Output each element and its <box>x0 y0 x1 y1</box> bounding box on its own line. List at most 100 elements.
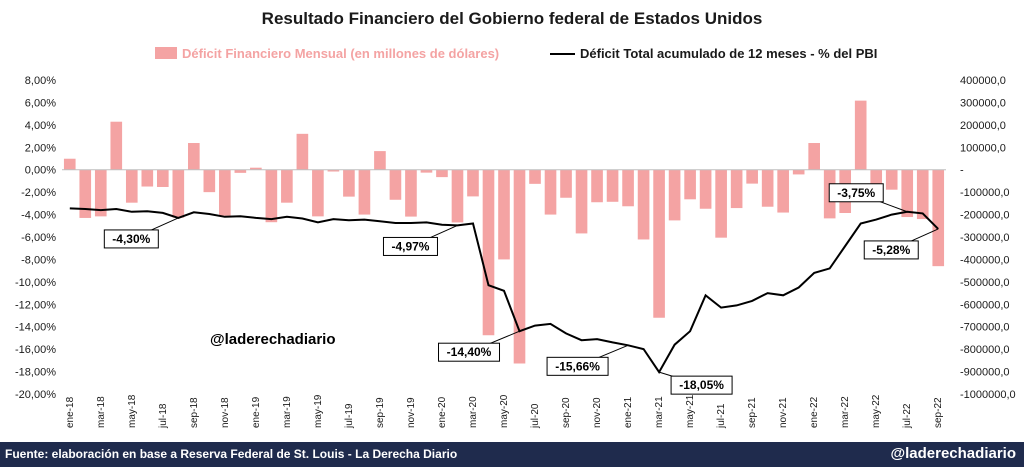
x-tick-label: ene-18 <box>65 396 76 428</box>
bar <box>606 169 619 202</box>
chart-title: Resultado Financiero del Gobierno federa… <box>262 9 763 28</box>
bar <box>529 169 541 184</box>
y-left-tick-label: -20,00% <box>15 389 56 401</box>
annotation-label: -4,30% <box>112 232 150 246</box>
y-right-tick-label: -600000,0 <box>960 299 1010 311</box>
bar <box>327 169 340 172</box>
y-right-tick-label: 400000,0 <box>960 75 1006 87</box>
annotation-label: -15,66% <box>555 359 600 373</box>
y-left-tick-label: -16,00% <box>15 344 56 356</box>
y-right-tick-label: -300000,0 <box>960 232 1010 244</box>
y-left-tick-label: -14,00% <box>15 322 56 334</box>
x-tick-label: mar-22 <box>840 396 851 428</box>
x-tick-label: nov-20 <box>592 397 603 428</box>
y-left-tick-label: -2,00% <box>21 187 56 199</box>
bar <box>544 169 557 215</box>
x-tick-label: jul-20 <box>530 403 541 429</box>
x-tick-label: sep-22 <box>933 397 944 428</box>
bar <box>125 169 138 203</box>
bar <box>560 169 572 198</box>
x-tick-label: jul-18 <box>158 403 169 429</box>
footer-brand: @laderechadiario <box>890 445 1016 462</box>
bar <box>854 100 867 170</box>
x-tick-label: mar-19 <box>282 396 293 428</box>
x-tick-label: mar-21 <box>654 396 665 428</box>
annotation-box <box>828 183 884 203</box>
y-left-tick-label: 2,00% <box>25 142 56 154</box>
y-left-tick-label: 8,00% <box>25 75 56 87</box>
annotation-label: -3,75% <box>837 186 875 200</box>
bar <box>575 169 588 234</box>
line-series <box>69 207 939 374</box>
x-tick-label: jul-22 <box>902 403 913 429</box>
bar <box>296 133 309 170</box>
bar <box>885 169 898 190</box>
y-axis-left: -20,00% -18,00% -16,00% -14,00% -12,00% -10,0… <box>15 75 56 401</box>
y-right-tick-label: -1000000,0 <box>960 389 1016 401</box>
y-right-tick-label: -100000,0 <box>960 187 1010 199</box>
bar <box>219 169 231 216</box>
legend-bar-label: Déficit Financiero Mensual (en millones … <box>182 46 499 61</box>
annotation-label: -4,97% <box>391 239 429 253</box>
bar <box>715 169 727 238</box>
bar <box>156 169 169 187</box>
x-tick-label: mar-18 <box>96 396 107 428</box>
bar <box>467 169 479 197</box>
y-left-tick-label: -18,00% <box>15 367 56 379</box>
bar <box>513 169 526 364</box>
x-tick-label: sep-18 <box>189 397 200 428</box>
y-left-tick-label: -10,00% <box>15 277 56 289</box>
bar <box>141 169 154 187</box>
x-tick-label: may-19 <box>313 394 324 428</box>
x-tick-label: may-21 <box>685 394 696 428</box>
bar <box>312 169 324 217</box>
bar <box>870 169 883 185</box>
y-right-tick-label: -800000,0 <box>960 344 1010 356</box>
y-right-tick-label: 300000,0 <box>960 97 1006 109</box>
bar <box>622 169 634 207</box>
legend-bar-swatch <box>155 47 177 59</box>
y-right-tick-label: -400000,0 <box>960 254 1010 266</box>
bar <box>498 169 510 260</box>
bar <box>436 169 448 178</box>
y-right-tick-label: 200000,0 <box>960 120 1006 132</box>
y-left-tick-label: 0,00% <box>25 165 56 177</box>
bar <box>451 169 464 223</box>
chart-watermark: @laderechadiario <box>210 331 336 348</box>
y-right-tick-label: -900000,0 <box>960 367 1010 379</box>
y-right-tick-label: -700000,0 <box>960 322 1010 334</box>
bar <box>94 169 107 217</box>
bar <box>777 169 789 213</box>
x-tick-label: sep-20 <box>561 397 572 428</box>
annotation-box <box>546 356 609 376</box>
annotation-box <box>103 229 159 249</box>
annotations: -4,30% -4,97% -14,40% -15,66% -18,05% -3,75% -… <box>103 183 939 395</box>
annotation-box <box>438 342 501 362</box>
bar <box>653 169 665 318</box>
y-axis-right: -1000000,0 -900000,0 -800000,0 -700000,0 -60… <box>960 75 1016 401</box>
x-tick-label: may-18 <box>127 394 138 428</box>
y-right-tick-label: -500000,0 <box>960 277 1010 289</box>
bar <box>420 169 433 173</box>
y-right-tick-label: - <box>960 165 964 177</box>
bar <box>916 169 929 220</box>
x-tick-label: ene-20 <box>437 396 448 428</box>
annotation-label: -18,05% <box>679 378 724 392</box>
x-tick-label: may-22 <box>871 394 882 428</box>
bar <box>808 143 820 170</box>
legend-line-label: Déficit Total acumulado de 12 meses - % … <box>580 46 877 61</box>
x-axis: ene-18 mar-18 may-18 jul-18 sep-18 nov-18 ene-… <box>65 394 944 429</box>
x-tick-label: ene-19 <box>251 396 262 428</box>
bar <box>188 143 200 170</box>
x-tick-label: nov-21 <box>778 397 789 428</box>
bar <box>389 169 402 200</box>
bar-series <box>63 100 945 364</box>
x-tick-label: ene-22 <box>809 396 820 428</box>
bar <box>358 169 371 215</box>
annotation-label: -14,40% <box>447 345 492 359</box>
x-tick-label: sep-21 <box>747 397 758 428</box>
bar <box>63 158 76 170</box>
bar <box>265 169 278 223</box>
bar <box>932 169 945 267</box>
annotation-label: -5,28% <box>872 243 910 257</box>
